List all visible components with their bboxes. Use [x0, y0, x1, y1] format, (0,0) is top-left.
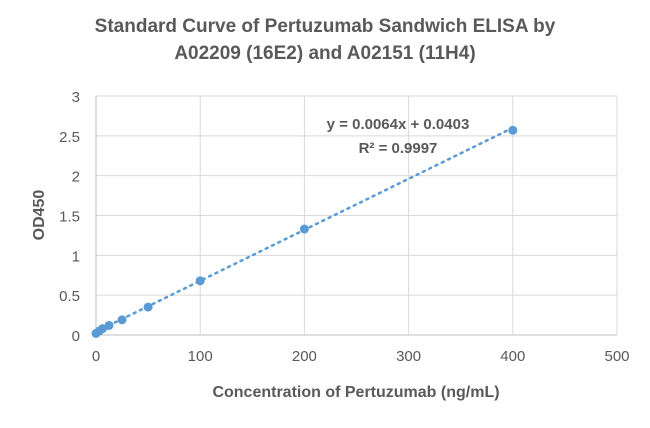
trendline-equation: y = 0.0064x + 0.0403	[327, 116, 470, 133]
y-tick-label: 0.5	[59, 288, 80, 305]
y-tick-label: 0	[72, 328, 80, 345]
x-tick-label: 200	[292, 348, 317, 365]
y-tick-label: 1.5	[59, 209, 80, 226]
x-tick-label: 0	[92, 348, 100, 365]
data-point	[143, 302, 153, 312]
data-point	[299, 224, 309, 234]
x-tick-label: 300	[396, 348, 421, 365]
chart-title-line1: Standard Curve of Pertuzumab Sandwich EL…	[94, 16, 556, 37]
data-point	[104, 320, 114, 330]
data-point	[508, 125, 518, 135]
y-axis-label: OD450	[31, 190, 48, 241]
y-tick-label: 2	[72, 169, 80, 186]
chart-title-line2: A02209 (16E2) and A02151 (11H4)	[174, 43, 476, 64]
y-tick-label: 2.5	[59, 129, 80, 146]
x-tick-label: 100	[188, 348, 213, 365]
x-tick-label: 400	[500, 348, 525, 365]
r-squared-label: R² = 0.9997	[359, 140, 438, 157]
data-point	[195, 276, 205, 286]
y-tick-label: 1	[72, 248, 80, 265]
data-point	[117, 315, 127, 325]
y-tick-label: 3	[72, 89, 80, 106]
x-tick-label: 500	[604, 348, 629, 365]
x-axis-label: Concentration of Pertuzumab (ng/mL)	[212, 384, 499, 401]
